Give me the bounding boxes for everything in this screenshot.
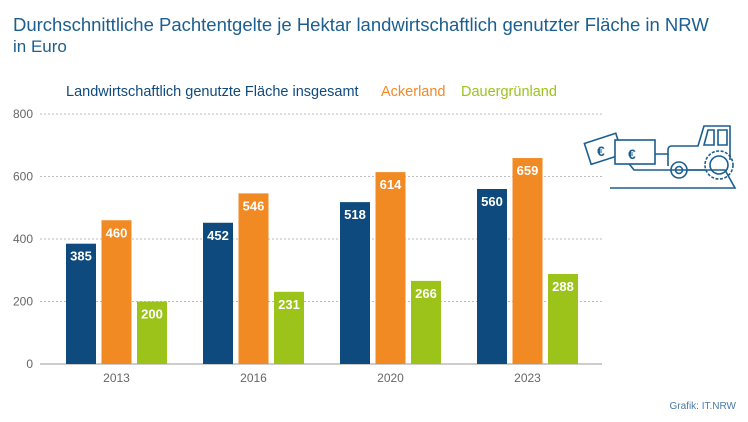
data-label: 518 [344,207,366,222]
x-tick-label: 2023 [514,371,541,385]
data-label: 288 [552,279,574,294]
bar [238,193,269,364]
tractor-euro-icon: € € [583,125,737,189]
bar [203,222,233,364]
x-tick-label: 2016 [240,371,267,385]
bar [411,280,441,364]
bar [66,243,96,364]
data-label: 560 [481,194,503,209]
chart-subtitle: in Euro [13,37,67,56]
bar [512,158,543,364]
data-label: 385 [70,249,92,264]
legend-total: Landwirtschaftlich genutzte Fläche insge… [66,84,359,100]
svg-text:€: € [628,146,636,162]
data-label: 460 [106,225,128,240]
data-label: 200 [141,307,163,322]
svg-text:€: € [597,143,605,159]
data-label: 659 [517,163,539,178]
source-note: Grafik: IT.NRW [669,401,736,412]
bar [548,274,578,364]
data-label: 546 [243,198,265,213]
y-tick-label: 200 [13,295,33,309]
y-tick-label: 800 [13,107,33,121]
y-tick-label: 0 [26,357,33,371]
data-label: 614 [380,177,402,192]
bar [375,172,406,364]
bar [137,301,167,364]
x-tick-label: 2020 [377,371,404,385]
legend-ackerland: Ackerland [381,84,446,100]
chart-title: Durchschnittliche Pachtentgelte je Hekta… [13,14,709,35]
legend-dauergruenland: Dauergrünland [461,84,557,100]
data-label: 266 [415,286,437,301]
data-label: 452 [207,228,229,243]
bar [477,189,507,364]
bar [274,291,304,364]
bar [340,202,370,364]
bar [101,220,132,364]
x-tick-label: 2013 [103,371,130,385]
y-tick-label: 400 [13,232,33,246]
y-tick-label: 600 [13,170,33,184]
data-label: 231 [278,297,300,312]
